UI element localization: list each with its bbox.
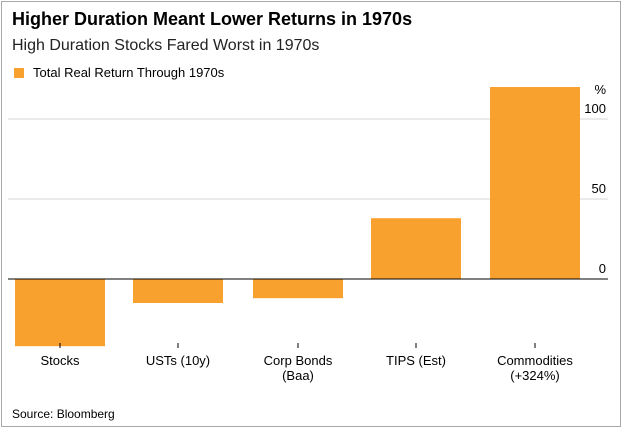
y-unit-label: %	[594, 82, 606, 97]
source-note: Source: Bloomberg	[12, 407, 115, 421]
y-tick-label: 100	[584, 101, 606, 116]
x-tick-label: TIPS (Est)	[386, 353, 446, 368]
x-tick-label: Corp Bonds	[264, 353, 333, 368]
bar	[15, 279, 105, 347]
x-tick-label: Stocks	[40, 353, 80, 368]
y-tick-label: 0	[599, 261, 606, 276]
y-tick-label: 50	[592, 181, 606, 196]
bar	[253, 279, 343, 299]
chart-title: Higher Duration Meant Lower Returns in 1…	[12, 9, 413, 29]
legend-swatch	[14, 67, 24, 78]
chart-legend: Total Real Return Through 1970s	[14, 65, 224, 80]
x-tick-label: (Baa)	[282, 368, 314, 383]
bar	[371, 218, 461, 279]
chart-subtitle: High Duration Stocks Fared Worst in 1970…	[12, 37, 320, 54]
x-tick-label: USTs (10y)	[146, 353, 210, 368]
bar	[490, 87, 580, 279]
legend-label: Total Real Return Through 1970s	[33, 65, 225, 80]
x-tick-label: Commodities	[497, 353, 573, 368]
bar	[133, 279, 223, 303]
x-tick-label: (+324%)	[510, 368, 560, 383]
